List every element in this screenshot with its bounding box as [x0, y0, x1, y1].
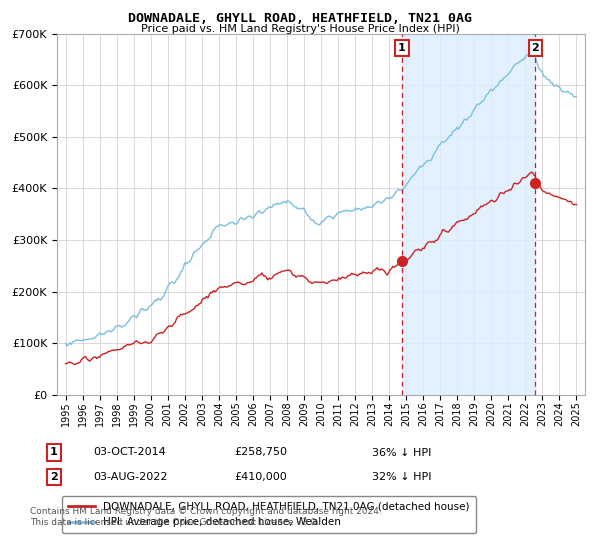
Bar: [402, 34, 535, 395]
Legend: DOWNADALE, GHYLL ROAD, HEATHFIELD, TN21 0AG (detached house), HPI: Average price: DOWNADALE, GHYLL ROAD, HEATHFIELD, TN21 …: [62, 496, 476, 534]
Text: This data is licensed under the Open Government Licence v3.0.: This data is licensed under the Open Gov…: [30, 518, 319, 527]
Text: DOWNADALE, GHYLL ROAD, HEATHFIELD, TN21 0AG: DOWNADALE, GHYLL ROAD, HEATHFIELD, TN21 …: [128, 12, 472, 25]
Text: 03-OCT-2014: 03-OCT-2014: [93, 447, 166, 458]
Text: 2: 2: [532, 43, 539, 53]
Text: Price paid vs. HM Land Registry's House Price Index (HPI): Price paid vs. HM Land Registry's House …: [140, 24, 460, 34]
Text: Contains HM Land Registry data © Crown copyright and database right 2024.: Contains HM Land Registry data © Crown c…: [30, 507, 382, 516]
Text: 1: 1: [50, 447, 58, 458]
Text: 1: 1: [398, 43, 406, 53]
Text: £258,750: £258,750: [234, 447, 287, 458]
Text: 2: 2: [50, 472, 58, 482]
Text: £410,000: £410,000: [234, 472, 287, 482]
Text: 03-AUG-2022: 03-AUG-2022: [93, 472, 167, 482]
Text: 32% ↓ HPI: 32% ↓ HPI: [372, 472, 431, 482]
Text: 36% ↓ HPI: 36% ↓ HPI: [372, 447, 431, 458]
